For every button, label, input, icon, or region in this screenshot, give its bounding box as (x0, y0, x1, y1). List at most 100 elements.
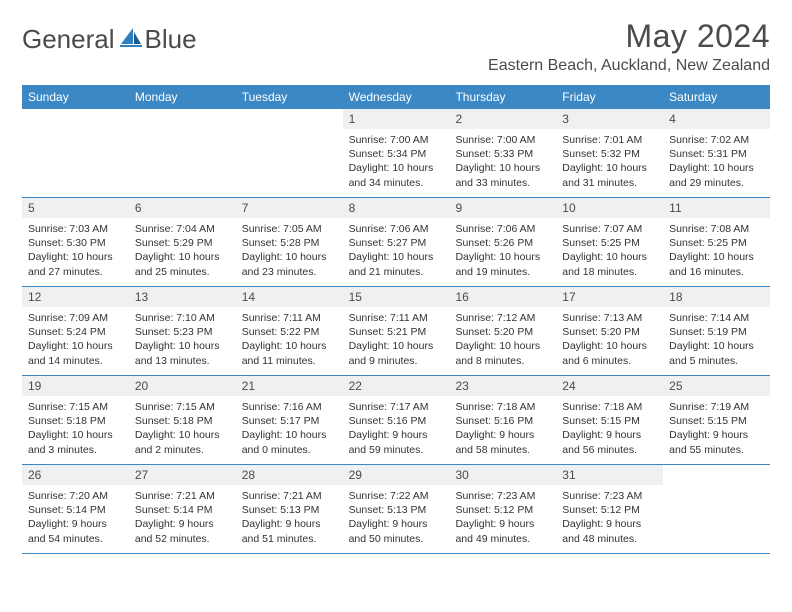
day-number: 11 (663, 198, 770, 218)
day-number (236, 109, 343, 129)
calendar-cell: 7Sunrise: 7:05 AMSunset: 5:28 PMDaylight… (236, 198, 343, 286)
calendar-cell: 6Sunrise: 7:04 AMSunset: 5:29 PMDaylight… (129, 198, 236, 286)
day-header: Saturday (663, 85, 770, 109)
brand-logo: General Blue (22, 18, 197, 55)
day-number (129, 109, 236, 129)
day-details: Sunrise: 7:07 AMSunset: 5:25 PMDaylight:… (556, 218, 663, 285)
day-details: Sunrise: 7:20 AMSunset: 5:14 PMDaylight:… (22, 485, 129, 552)
day-details: Sunrise: 7:06 AMSunset: 5:27 PMDaylight:… (343, 218, 450, 285)
day-number: 1 (343, 109, 450, 129)
calendar-cell: 5Sunrise: 7:03 AMSunset: 5:30 PMDaylight… (22, 198, 129, 286)
day-number: 27 (129, 465, 236, 485)
day-number: 25 (663, 376, 770, 396)
day-details: Sunrise: 7:08 AMSunset: 5:25 PMDaylight:… (663, 218, 770, 285)
day-details: Sunrise: 7:00 AMSunset: 5:33 PMDaylight:… (449, 129, 556, 196)
day-number: 23 (449, 376, 556, 396)
week-row: 12Sunrise: 7:09 AMSunset: 5:24 PMDayligh… (22, 287, 770, 376)
day-details: Sunrise: 7:21 AMSunset: 5:13 PMDaylight:… (236, 485, 343, 552)
day-details: Sunrise: 7:02 AMSunset: 5:31 PMDaylight:… (663, 129, 770, 196)
day-details: Sunrise: 7:14 AMSunset: 5:19 PMDaylight:… (663, 307, 770, 374)
calendar-cell: 2Sunrise: 7:00 AMSunset: 5:33 PMDaylight… (449, 109, 556, 197)
page-header: General Blue May 2024 Eastern Beach, Auc… (22, 18, 770, 75)
day-header: Monday (129, 85, 236, 109)
calendar-cell: 1Sunrise: 7:00 AMSunset: 5:34 PMDaylight… (343, 109, 450, 197)
day-details: Sunrise: 7:23 AMSunset: 5:12 PMDaylight:… (556, 485, 663, 552)
weeks-container: 1Sunrise: 7:00 AMSunset: 5:34 PMDaylight… (22, 109, 770, 554)
day-details: Sunrise: 7:11 AMSunset: 5:21 PMDaylight:… (343, 307, 450, 374)
calendar-cell: 8Sunrise: 7:06 AMSunset: 5:27 PMDaylight… (343, 198, 450, 286)
calendar-cell: 29Sunrise: 7:22 AMSunset: 5:13 PMDayligh… (343, 465, 450, 553)
sail-icon (119, 24, 143, 55)
day-header: Tuesday (236, 85, 343, 109)
calendar-cell: 14Sunrise: 7:11 AMSunset: 5:22 PMDayligh… (236, 287, 343, 375)
week-row: 19Sunrise: 7:15 AMSunset: 5:18 PMDayligh… (22, 376, 770, 465)
calendar-cell: 4Sunrise: 7:02 AMSunset: 5:31 PMDaylight… (663, 109, 770, 197)
day-details: Sunrise: 7:22 AMSunset: 5:13 PMDaylight:… (343, 485, 450, 552)
day-number: 4 (663, 109, 770, 129)
day-number: 30 (449, 465, 556, 485)
day-number: 2 (449, 109, 556, 129)
calendar-cell: 31Sunrise: 7:23 AMSunset: 5:12 PMDayligh… (556, 465, 663, 553)
week-row: 26Sunrise: 7:20 AMSunset: 5:14 PMDayligh… (22, 465, 770, 554)
location-text: Eastern Beach, Auckland, New Zealand (488, 57, 770, 75)
calendar-cell: 23Sunrise: 7:18 AMSunset: 5:16 PMDayligh… (449, 376, 556, 464)
day-number: 29 (343, 465, 450, 485)
calendar-cell: 17Sunrise: 7:13 AMSunset: 5:20 PMDayligh… (556, 287, 663, 375)
day-number: 8 (343, 198, 450, 218)
day-header: Sunday (22, 85, 129, 109)
calendar-cell (22, 109, 129, 197)
day-headers-row: SundayMondayTuesdayWednesdayThursdayFrid… (22, 85, 770, 109)
day-details: Sunrise: 7:01 AMSunset: 5:32 PMDaylight:… (556, 129, 663, 196)
day-number: 12 (22, 287, 129, 307)
day-details: Sunrise: 7:21 AMSunset: 5:14 PMDaylight:… (129, 485, 236, 552)
calendar-cell: 26Sunrise: 7:20 AMSunset: 5:14 PMDayligh… (22, 465, 129, 553)
calendar-cell (663, 465, 770, 553)
day-number: 19 (22, 376, 129, 396)
day-number: 22 (343, 376, 450, 396)
day-number: 17 (556, 287, 663, 307)
calendar-cell: 28Sunrise: 7:21 AMSunset: 5:13 PMDayligh… (236, 465, 343, 553)
day-number: 26 (22, 465, 129, 485)
day-details: Sunrise: 7:15 AMSunset: 5:18 PMDaylight:… (129, 396, 236, 463)
week-row: 1Sunrise: 7:00 AMSunset: 5:34 PMDaylight… (22, 109, 770, 198)
day-number: 24 (556, 376, 663, 396)
day-details: Sunrise: 7:17 AMSunset: 5:16 PMDaylight:… (343, 396, 450, 463)
day-details: Sunrise: 7:10 AMSunset: 5:23 PMDaylight:… (129, 307, 236, 374)
day-number: 13 (129, 287, 236, 307)
calendar-cell: 24Sunrise: 7:18 AMSunset: 5:15 PMDayligh… (556, 376, 663, 464)
day-number: 7 (236, 198, 343, 218)
calendar-cell: 13Sunrise: 7:10 AMSunset: 5:23 PMDayligh… (129, 287, 236, 375)
brand-text-1: General (22, 24, 115, 55)
calendar-cell: 25Sunrise: 7:19 AMSunset: 5:15 PMDayligh… (663, 376, 770, 464)
day-details: Sunrise: 7:18 AMSunset: 5:16 PMDaylight:… (449, 396, 556, 463)
calendar-cell: 10Sunrise: 7:07 AMSunset: 5:25 PMDayligh… (556, 198, 663, 286)
day-number (663, 465, 770, 485)
day-header: Friday (556, 85, 663, 109)
day-number: 10 (556, 198, 663, 218)
day-number: 31 (556, 465, 663, 485)
calendar-cell: 19Sunrise: 7:15 AMSunset: 5:18 PMDayligh… (22, 376, 129, 464)
day-header: Wednesday (343, 85, 450, 109)
day-details: Sunrise: 7:03 AMSunset: 5:30 PMDaylight:… (22, 218, 129, 285)
day-details: Sunrise: 7:13 AMSunset: 5:20 PMDaylight:… (556, 307, 663, 374)
calendar-cell: 22Sunrise: 7:17 AMSunset: 5:16 PMDayligh… (343, 376, 450, 464)
day-number: 15 (343, 287, 450, 307)
day-details: Sunrise: 7:19 AMSunset: 5:15 PMDaylight:… (663, 396, 770, 463)
calendar-cell: 16Sunrise: 7:12 AMSunset: 5:20 PMDayligh… (449, 287, 556, 375)
day-details: Sunrise: 7:15 AMSunset: 5:18 PMDaylight:… (22, 396, 129, 463)
calendar-cell: 11Sunrise: 7:08 AMSunset: 5:25 PMDayligh… (663, 198, 770, 286)
week-row: 5Sunrise: 7:03 AMSunset: 5:30 PMDaylight… (22, 198, 770, 287)
day-header: Thursday (449, 85, 556, 109)
calendar-cell (236, 109, 343, 197)
day-details: Sunrise: 7:00 AMSunset: 5:34 PMDaylight:… (343, 129, 450, 196)
day-details: Sunrise: 7:16 AMSunset: 5:17 PMDaylight:… (236, 396, 343, 463)
day-number: 6 (129, 198, 236, 218)
title-block: May 2024 Eastern Beach, Auckland, New Ze… (488, 18, 770, 75)
calendar-cell: 15Sunrise: 7:11 AMSunset: 5:21 PMDayligh… (343, 287, 450, 375)
day-number: 3 (556, 109, 663, 129)
calendar-cell: 3Sunrise: 7:01 AMSunset: 5:32 PMDaylight… (556, 109, 663, 197)
calendar-cell (129, 109, 236, 197)
calendar-cell: 20Sunrise: 7:15 AMSunset: 5:18 PMDayligh… (129, 376, 236, 464)
day-details: Sunrise: 7:23 AMSunset: 5:12 PMDaylight:… (449, 485, 556, 552)
day-number: 20 (129, 376, 236, 396)
